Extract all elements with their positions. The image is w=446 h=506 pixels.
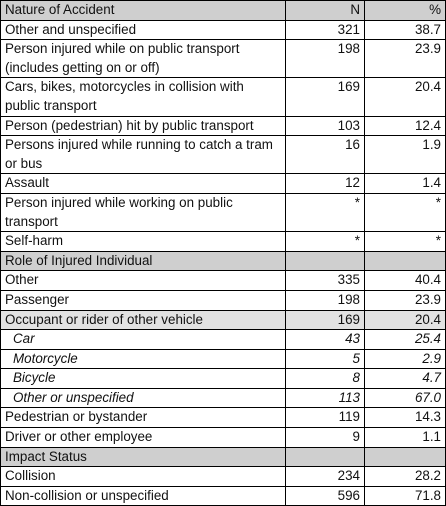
table-row: Cars, bikes, motorcycles in collision wi… [0, 77, 446, 117]
section-header-impact-status: Impact Status [0, 446, 446, 468]
row-label: Self-harm [0, 231, 286, 252]
row-percent: 12.4 [364, 115, 446, 137]
row-percent: * [364, 192, 446, 233]
row-label: Assault [0, 173, 286, 194]
row-label: Driver or other employee [0, 427, 286, 448]
section-header-n [285, 446, 365, 468]
column-header-n: N [285, 0, 365, 21]
table-row: Collision 234 28.2 [0, 466, 446, 487]
section-header-nature-of-accident: Nature of Accident N % [0, 0, 446, 21]
table-row-highlighted: Occupant or rider of other vehicle 169 2… [0, 309, 446, 331]
table-row: Passenger 198 23.9 [0, 289, 446, 311]
subrow-percent: 4.7 [364, 368, 446, 389]
row-percent: 23.9 [364, 289, 446, 311]
table-row: Other 335 40.4 [0, 270, 446, 291]
section-header-percent [364, 446, 446, 468]
section-header-percent [364, 250, 446, 272]
row-n: 596 [285, 485, 365, 506]
row-n: 234 [285, 466, 365, 487]
row-label: Other and unspecified [0, 19, 286, 41]
subrow-n: 43 [285, 329, 365, 350]
row-label: Collision [0, 466, 286, 487]
row-percent: 20.4 [364, 309, 446, 331]
row-n: * [285, 231, 365, 252]
row-n: 198 [285, 39, 365, 79]
column-header-percent: % [364, 0, 446, 21]
section-header-role-of-injured-individual: Role of Injured Individual [0, 250, 446, 272]
row-percent: 1.9 [364, 135, 446, 175]
row-n: 169 [285, 77, 365, 117]
section-header-label: Nature of Accident [0, 0, 286, 21]
section-header-n [285, 250, 365, 272]
table-row: Person injured while working on public t… [0, 192, 446, 233]
table-row: Driver or other employee 9 1.1 [0, 427, 446, 448]
table-row: Person (pedestrian) hit by public transp… [0, 115, 446, 137]
row-n: 169 [285, 309, 365, 331]
subrow-percent: 67.0 [364, 387, 446, 409]
row-percent: 28.2 [364, 466, 446, 487]
row-percent: * [364, 231, 446, 252]
row-n: 9 [285, 427, 365, 448]
row-percent: 20.4 [364, 77, 446, 117]
row-label: Person (pedestrian) hit by public transp… [0, 115, 286, 137]
subrow-label: Car [0, 329, 286, 350]
subrow-n: 113 [285, 387, 365, 409]
row-label: Person injured while on public transport… [0, 39, 286, 79]
row-label: Person injured while working on public t… [0, 192, 286, 233]
row-n: 198 [285, 289, 365, 311]
row-percent: 38.7 [364, 19, 446, 41]
row-n: 335 [285, 270, 365, 291]
row-n: 16 [285, 135, 365, 175]
row-label: Cars, bikes, motorcycles in collision wi… [0, 77, 286, 117]
subrow-label: Bicycle [0, 368, 286, 389]
row-label: Passenger [0, 289, 286, 311]
row-label: Occupant or rider of other vehicle [0, 309, 286, 331]
table-subrow: Motorcycle 5 2.9 [0, 348, 446, 370]
row-label: Pedestrian or bystander [0, 407, 286, 429]
row-percent: 1.4 [364, 173, 446, 194]
row-percent: 71.8 [364, 485, 446, 506]
section-header-label: Role of Injured Individual [0, 250, 286, 272]
row-percent: 23.9 [364, 39, 446, 79]
row-label: Persons injured while running to catch a… [0, 135, 286, 175]
row-n: 321 [285, 19, 365, 41]
table-row: Persons injured while running to catch a… [0, 135, 446, 175]
subrow-label: Other or unspecified [0, 387, 286, 409]
table-row: Assault 12 1.4 [0, 173, 446, 194]
table-subrow: Other or unspecified 113 67.0 [0, 387, 446, 409]
section-header-label: Impact Status [0, 446, 286, 468]
subrow-n: 8 [285, 368, 365, 389]
subrow-label: Motorcycle [0, 348, 286, 370]
subrow-n: 5 [285, 348, 365, 370]
subrow-percent: 25.4 [364, 329, 446, 350]
row-percent: 1.1 [364, 427, 446, 448]
table-subrow: Car 43 25.4 [0, 329, 446, 350]
row-n: * [285, 192, 365, 233]
row-n: 12 [285, 173, 365, 194]
row-percent: 40.4 [364, 270, 446, 291]
row-percent: 14.3 [364, 407, 446, 429]
row-n: 103 [285, 115, 365, 137]
table-row: Other and unspecified 321 38.7 [0, 19, 446, 41]
row-n: 119 [285, 407, 365, 429]
row-label: Non-collision or unspecified [0, 485, 286, 506]
table-subrow: Bicycle 8 4.7 [0, 368, 446, 389]
table-row: Pedestrian or bystander 119 14.3 [0, 407, 446, 429]
table-row: Non-collision or unspecified 596 71.8 [0, 485, 446, 506]
row-label: Other [0, 270, 286, 291]
table-row: Self-harm * * [0, 231, 446, 252]
table-row: Person injured while on public transport… [0, 39, 446, 79]
subrow-percent: 2.9 [364, 348, 446, 370]
